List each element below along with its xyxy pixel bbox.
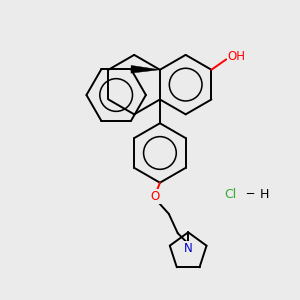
Text: N: N <box>184 242 193 255</box>
Text: OH: OH <box>228 50 246 63</box>
Text: OH: OH <box>228 50 246 63</box>
Polygon shape <box>131 65 160 73</box>
Text: O: O <box>151 190 160 202</box>
Text: Cl: Cl <box>224 188 236 201</box>
Text: N: N <box>184 242 193 255</box>
Text: ─: ─ <box>246 188 253 201</box>
Text: O: O <box>151 190 160 202</box>
Text: H: H <box>260 188 269 201</box>
